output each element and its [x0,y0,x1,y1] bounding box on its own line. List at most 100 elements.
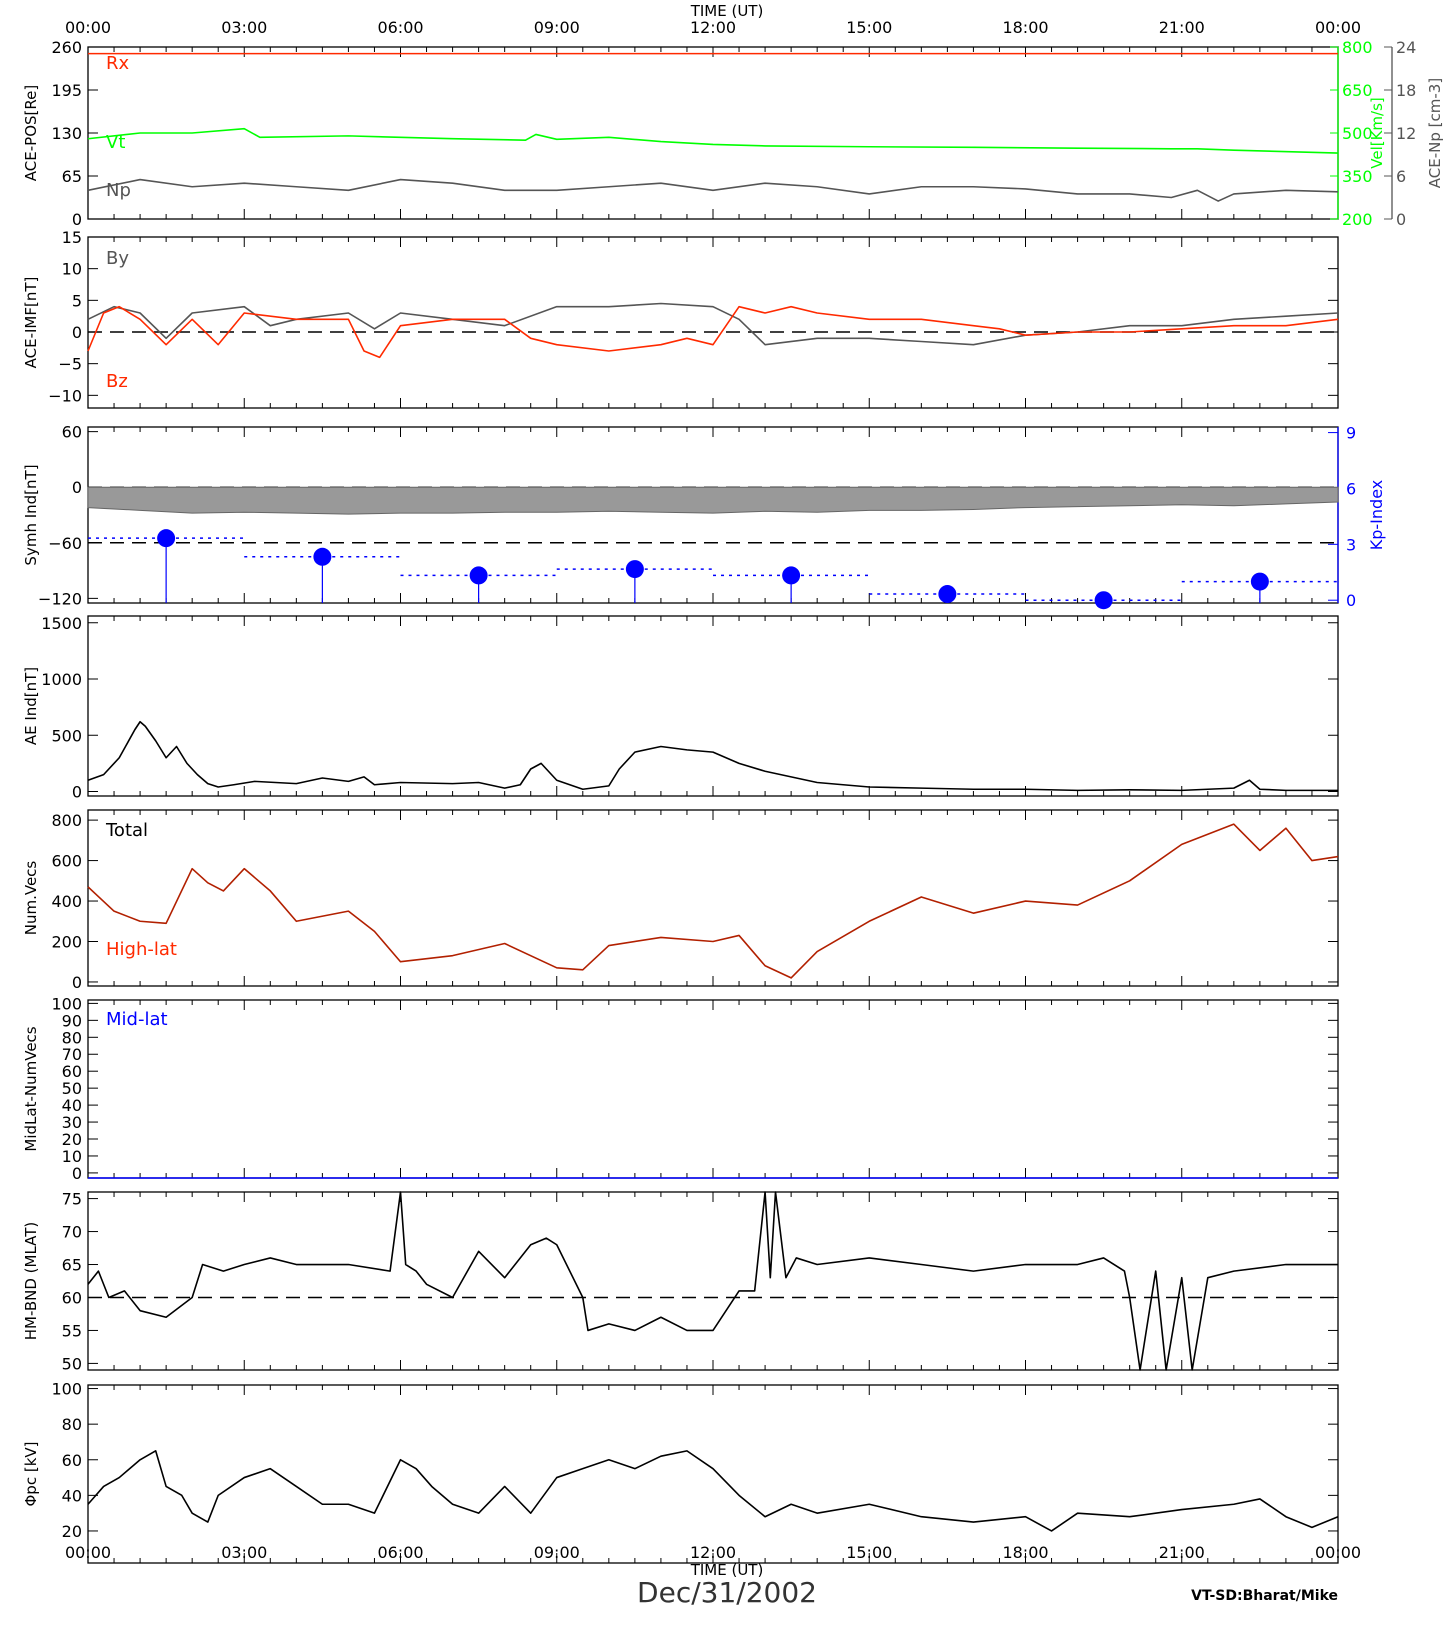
hm-bnd-y-tick-label: 50 [62,1354,82,1373]
bottom-time-tick-label: 06:00 [377,1543,423,1562]
ace-pos-right-tick-label-1: 24 [1396,38,1416,57]
symh-kp-kp-tick-label: 0 [1346,591,1356,610]
phi-pc-y-tick-label: 60 [62,1451,82,1470]
phi-pc-series-phi-pc [87,1450,1339,1532]
ace-imf-series-bz [87,305,1339,359]
symh-kp-y-tick-label: 60 [62,423,82,442]
ace-pos-y-tick-label: 130 [51,124,82,143]
top-time-tick-label: 00:00 [65,18,111,37]
symh-kp-frame [87,426,1339,604]
ae-y-tick-label: 1000 [41,670,82,689]
hm-bnd-y-tick-label: 75 [62,1190,82,1209]
symh-kp-kp-tick-label: 3 [1346,535,1356,554]
date-label: Dec/31/2002 [637,1576,817,1609]
num-vecs-y-tick-label: 200 [51,932,82,951]
ace-imf-y-axis-title: ACE-IMF[nT] [22,277,40,369]
ace-pos-y-tick-label: 260 [51,38,82,57]
ace-pos-frame [87,46,1339,220]
hm-bnd-y-tick-label: 70 [62,1223,82,1242]
midlat-y-tick-label: 10 [62,1147,82,1166]
phi-pc-y-tick-label: 40 [62,1486,82,1505]
ace-imf-frame [87,236,1339,409]
kp-marker [1094,591,1113,610]
kp-marker [625,560,644,579]
ace-pos-right-tick-label-0: 200 [1342,210,1373,229]
bottom-time-tick-label: 09:00 [534,1543,580,1562]
ace-pos-right-tick-label-0: 650 [1342,81,1373,100]
top-time-tick-label: 18:00 [1002,18,1048,37]
ae-y-tick-label: 0 [72,783,82,802]
ace-pos-right-tick-label-0: 800 [1342,38,1373,57]
ace-imf-y-tick-label: −5 [58,355,82,374]
ace-pos-y-axis-title: ACE-POS[Re] [22,85,40,181]
hm-bnd-y-tick-label: 55 [62,1321,82,1340]
kp-marker [1250,572,1269,591]
symh-kp-y-axis-title: Symh Ind[nT] [22,464,40,565]
top-time-tick-label: 06:00 [377,18,423,37]
ace-pos-legend-vt: Vt [106,132,125,153]
ace-pos-right-tick-label-1: 0 [1396,210,1406,229]
bottom-axis-title: TIME (UT) [690,1561,764,1579]
midlat-legend-mid-lat: Mid-lat [106,1009,168,1030]
panels: 00:00 00:00 03:00 03:00 06:00 06:00 09:00 09:00… [22,18,1444,1564]
ace-pos-y-tick-label: 65 [62,167,82,186]
ace-pos-right-tick-label-1: 6 [1396,167,1406,186]
hm-bnd-series-hm-bnd [87,1191,1338,1371]
top-time-tick-label: 00:00 [1315,18,1361,37]
hm-bnd-y-tick-label: 65 [62,1256,82,1275]
top-time-tick-label: 12:00 [690,18,736,37]
ace-pos-right-axis-title-1: ACE-Np [cm-3] [1426,78,1444,188]
ace-imf-y-tick-label: 0 [72,323,82,342]
num-vecs-legend-high-lat: High-lat [106,939,177,960]
symh-kp-y-tick-label: 0 [72,478,82,497]
ace-imf-y-tick-label: 15 [62,228,82,247]
bottom-time-tick-label: 18:00 [1002,1543,1048,1562]
phi-pc-y-tick-label: 20 [62,1522,82,1541]
symh-kp-series-symh-area [87,486,1339,515]
midlat-y-tick-label: 90 [62,1011,82,1030]
ace-pos-legend-np: Np [106,180,131,201]
bottom-time-tick-label: 03:00 [221,1543,267,1562]
kp-marker [313,547,332,566]
symh-kp-y-tick-label: −60 [48,534,82,553]
ace-pos-series-np [87,178,1339,202]
num-vecs-y-tick-label: 600 [51,852,82,871]
ace-pos-series-vt [87,127,1339,154]
num-vecs-y-axis-title: Num.Vecs [22,861,40,936]
kp-marker [782,566,801,585]
ae-y-axis-title: AE Ind[nT] [22,667,40,745]
hm-bnd-frame [87,1191,1339,1371]
ace-imf-series-by [87,302,1339,346]
symh-kp-kp-axis-title: Kp-Index [1367,480,1386,550]
kp-marker [469,566,488,585]
num-vecs-legend-total: Total [105,820,148,841]
phi-pc-y-axis-title: Φpc [kV] [22,1442,40,1507]
ace-pos-right-tick-label-1: 12 [1396,124,1416,143]
bottom-time-tick-label: 21:00 [1159,1543,1205,1562]
hm-bnd-y-tick-label: 60 [62,1288,82,1307]
midlat-y-tick-label: 100 [51,994,82,1013]
midlat-y-tick-label: 80 [62,1028,82,1047]
top-time-tick-label: 09:00 [534,18,580,37]
ace-pos-y-tick-label: 195 [51,81,82,100]
symh-kp-kp-tick-label: 6 [1346,479,1356,498]
ace-imf-legend-bz: Bz [106,371,128,392]
kp-marker [157,529,176,548]
top-axis-title: TIME (UT) [690,2,764,20]
ace-pos-legend-rx: Rx [106,53,130,74]
midlat-y-axis-title: MidLat-NumVecs [22,1026,40,1151]
midlat-y-tick-label: 20 [62,1130,82,1149]
midlat-y-tick-label: 40 [62,1096,82,1115]
top-time-tick-label: 03:00 [221,18,267,37]
hm-bnd-y-axis-title: HM-BND (MLAT) [22,1222,40,1341]
ace-pos-y-tick-label: 0 [72,210,82,229]
num-vecs-series-high-lat [87,823,1339,979]
bottom-time-tick-label: 12:00 [690,1543,736,1562]
num-vecs-y-tick-label: 0 [72,973,82,992]
phi-pc-y-tick-label: 100 [51,1380,82,1399]
phi-pc-frame [87,1384,1339,1564]
ace-pos-right-tick-label-0: 350 [1342,167,1373,186]
symh-kp-y-tick-label: −120 [38,589,82,608]
ace-imf-y-tick-label: 10 [62,260,82,279]
ace-imf-legend-by: By [106,248,129,269]
